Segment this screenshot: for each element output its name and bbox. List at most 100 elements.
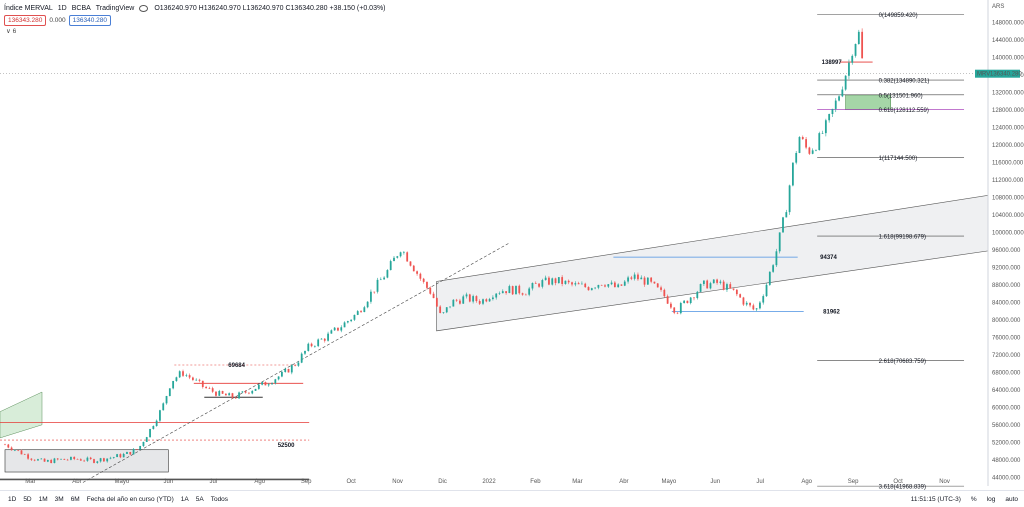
candle-body xyxy=(729,284,732,289)
candle-body xyxy=(824,120,827,134)
timeframe-button[interactable]: 1M xyxy=(38,495,48,503)
buy-price-button[interactable]: 136340.280 xyxy=(68,15,111,26)
candle-body xyxy=(96,461,99,463)
candle-body xyxy=(23,454,26,455)
candle-body xyxy=(218,390,221,396)
currency-label: ARS xyxy=(992,4,1004,10)
time-tick-label: Oct xyxy=(893,479,903,485)
price-tick-label: 52000.000 xyxy=(992,440,1021,446)
candle-body xyxy=(597,284,600,288)
candle-body xyxy=(139,445,142,450)
candle-body xyxy=(386,270,389,278)
candle-body xyxy=(373,291,376,293)
candle-body xyxy=(834,100,837,109)
candle-body xyxy=(646,277,649,285)
candle-body xyxy=(670,303,672,308)
candle-body xyxy=(482,299,484,304)
time-tick-label: Sep xyxy=(301,479,312,485)
candle-body xyxy=(600,284,603,286)
candle-body xyxy=(492,297,494,300)
time-tick-label: Jun xyxy=(710,479,720,485)
candle-body xyxy=(571,282,573,285)
fib-level-label: 0(149859.420) xyxy=(879,13,918,19)
candle-body xyxy=(683,300,686,304)
candle-body xyxy=(182,371,184,376)
candle-body xyxy=(594,287,596,289)
exchange-label: BCBA xyxy=(71,5,91,12)
candle-body xyxy=(155,420,158,427)
candle-body xyxy=(791,162,794,186)
candle-body xyxy=(745,302,748,305)
timeframe-button[interactable]: 6M xyxy=(70,495,80,503)
interval-label[interactable]: 1D xyxy=(57,5,67,12)
timeframe-button[interactable]: 5A xyxy=(195,495,204,503)
candle-body xyxy=(76,459,79,460)
log-toggle[interactable]: log xyxy=(986,495,996,503)
bottom-toolbar: 1D 5D 1M 3M 6M Fecha del año en curso (YTD) 1A… xyxy=(0,490,1024,507)
candle-body xyxy=(145,437,148,442)
candle-body xyxy=(257,384,260,389)
candle-body xyxy=(284,368,287,372)
candle-body xyxy=(152,426,155,429)
candle-body xyxy=(801,137,804,140)
candle-body xyxy=(709,283,712,289)
collapse-indicators-button[interactable]: ∨ 6 xyxy=(6,28,17,35)
time-tick-label: Mayo xyxy=(661,479,676,485)
candle-body xyxy=(73,456,76,460)
timeframe-button[interactable]: Todos xyxy=(210,495,229,503)
candle-body xyxy=(768,271,771,285)
candle-body xyxy=(429,287,432,294)
candle-body xyxy=(508,286,511,294)
candle-body xyxy=(350,319,353,322)
candle-body xyxy=(310,343,313,347)
chart-header: Índice MERVAL 1D BCBA TradingView O13624… xyxy=(4,2,391,15)
candle-body xyxy=(544,277,547,281)
price-tick-label: 72000.000 xyxy=(992,353,1021,359)
timeframe-button[interactable]: Fecha del año en curso (YTD) xyxy=(86,495,174,503)
candle-body xyxy=(749,302,751,306)
candle-body xyxy=(129,451,132,455)
candle-body xyxy=(106,458,109,462)
sell-price-button[interactable]: 136343.280 xyxy=(4,15,47,26)
percent-toggle[interactable]: % xyxy=(970,495,977,503)
candle-body xyxy=(554,278,557,284)
candle-body xyxy=(396,256,399,258)
candle-body xyxy=(231,393,234,398)
time-tick-label: Mar xyxy=(25,479,35,485)
candle-body xyxy=(531,283,534,289)
level-annotation-94374: 94374 xyxy=(820,255,837,261)
fib-level-label: 0.382(134890.321) xyxy=(879,79,930,85)
candle-body xyxy=(521,293,524,295)
timeframe-button[interactable]: 5D xyxy=(23,495,32,503)
candle-body xyxy=(366,301,369,308)
time-tick-label: Abr xyxy=(619,479,628,485)
candle-body xyxy=(534,283,537,284)
time-tick-label: Jun xyxy=(163,479,173,485)
candle-body xyxy=(567,280,570,283)
fib-level-label: 2.618(70683.759) xyxy=(879,359,926,365)
candle-body xyxy=(340,327,343,331)
candle-body xyxy=(524,294,527,296)
candle-body xyxy=(122,453,125,458)
candles-layer xyxy=(4,28,864,464)
candle-body xyxy=(162,403,165,411)
symbol-title[interactable]: Índice MERVAL xyxy=(4,5,53,12)
timeframe-button[interactable]: 1A xyxy=(180,495,189,503)
candle-body xyxy=(409,261,412,266)
auto-toggle[interactable]: auto xyxy=(1005,495,1018,503)
candle-body xyxy=(821,133,824,134)
timeframe-button[interactable]: 3M xyxy=(54,495,64,503)
visibility-icon[interactable] xyxy=(139,5,149,12)
ohlc-values: O136240.970 H136240.970 L136240.970 C136… xyxy=(154,5,386,12)
timeframe-button[interactable]: 1D xyxy=(8,495,17,503)
candle-body xyxy=(376,279,379,292)
clock-display[interactable]: 11:51:15 (UTC-3) xyxy=(910,495,961,503)
candle-body xyxy=(254,388,257,391)
candle-body xyxy=(564,280,567,284)
candle-body xyxy=(274,379,277,384)
candle-body xyxy=(557,277,560,284)
candle-body xyxy=(511,286,514,295)
candle-body xyxy=(63,458,66,460)
candle-body xyxy=(722,281,725,290)
